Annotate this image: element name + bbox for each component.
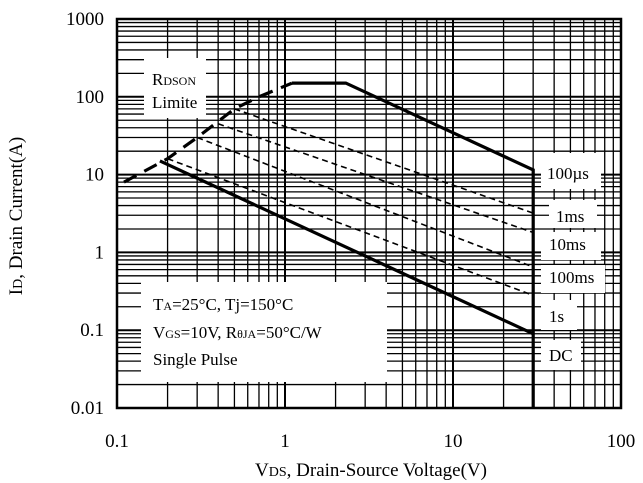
series-label-100ms: 100ms <box>549 268 594 287</box>
y-tick-label: 0.01 <box>71 398 104 419</box>
condition-line-3: Single Pulse <box>153 350 238 369</box>
series-line-2 <box>217 123 534 234</box>
condition-line-2: VGS=10V, RθJA=50°C/W <box>153 323 323 342</box>
x-tick-label: 10 <box>444 431 463 452</box>
condition-line-1: TA=25°C, Tj=150°C <box>153 295 293 314</box>
label-box-7 <box>541 340 581 370</box>
y-axis-label: ID, Drain Current(A) <box>6 137 27 295</box>
rdson-label-line1: RDSON <box>152 70 196 89</box>
y-tick-label: 1 <box>95 242 105 263</box>
series-line-0 <box>292 81 535 408</box>
y-tick-label: 1000 <box>66 9 104 30</box>
series-label-1s: 1s <box>549 307 564 326</box>
label-box-1 <box>141 282 387 382</box>
label-box-0 <box>144 58 206 118</box>
series-line-3 <box>196 136 534 268</box>
rdson-limit-label: RDSON Limite <box>152 70 197 112</box>
series-line-4 <box>167 157 534 297</box>
y-tick-label: 100 <box>76 87 105 108</box>
series-label-1ms: 1ms <box>556 207 584 226</box>
series-line-5 <box>159 159 534 336</box>
rdson-limit-line <box>123 81 293 184</box>
series-label-dc: DC <box>549 346 573 365</box>
test-conditions: TA=25°C, Tj=150°C VGS=10V, RθJA=50°C/W S… <box>153 295 323 369</box>
label-box-6 <box>541 300 577 330</box>
y-tick-label: 10 <box>85 165 104 186</box>
label-box-2 <box>541 153 601 189</box>
curves <box>123 81 535 408</box>
x-tick-label: 1 <box>280 431 290 452</box>
label-boxes <box>141 58 605 382</box>
series-label-100us: 100µs <box>547 164 589 183</box>
series-line-1 <box>234 108 534 214</box>
x-tick-label: 0.1 <box>105 431 129 452</box>
label-box-5 <box>541 265 605 293</box>
label-box-3 <box>549 200 597 228</box>
series-label-10ms: 10ms <box>549 235 586 254</box>
rdson-label-line2: Limite <box>152 93 197 112</box>
series-labels: 100µs 1ms 10ms 100ms 1s DC <box>547 164 594 365</box>
plot-frame <box>115 17 623 410</box>
y-tick-label: 0.1 <box>80 320 104 341</box>
label-box-4 <box>541 232 601 260</box>
x-tick-label: 100 <box>607 431 636 452</box>
x-axis-label: VDS, Drain-Source Voltage(V) <box>255 460 487 481</box>
